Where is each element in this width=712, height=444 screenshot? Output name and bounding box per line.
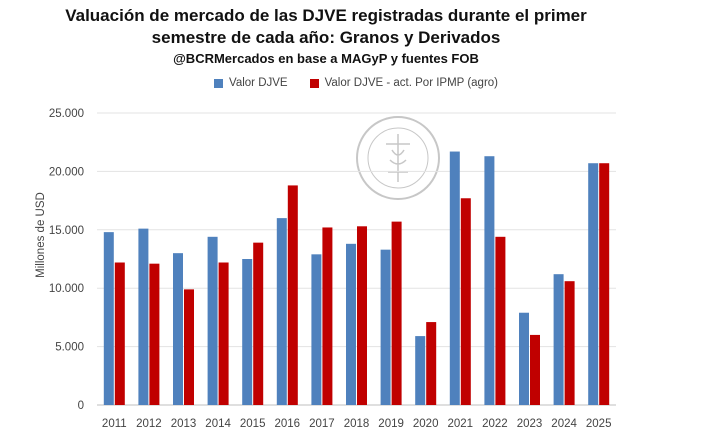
bar-valor-djve-2016 <box>276 218 287 405</box>
bar-valor-djve-act-2017 <box>322 227 333 405</box>
bar-valor-djve-act-2023 <box>530 334 540 405</box>
legend-label: Valor DJVE - act. Por IPMP (agro) <box>324 77 498 89</box>
bar-valor-djve-act-2012 <box>149 263 160 405</box>
bar-valor-djve-2021 <box>449 151 460 405</box>
x-tick-label: 2016 <box>275 418 301 430</box>
bar-valor-djve-2022 <box>484 156 495 405</box>
bar-valor-djve-act-2020 <box>426 322 437 405</box>
legend-item-valor-djve: Valor DJVE <box>214 77 288 89</box>
x-tick-label: 2024 <box>551 418 577 430</box>
x-tick-label: 2011 <box>102 418 127 430</box>
legend-swatch-blue <box>214 78 223 88</box>
y-tick-label: 20.000 <box>49 166 84 178</box>
bar-valor-djve-2023 <box>519 312 529 405</box>
chart-subtitle: @BCRMercados en base a MAGyP y fuentes F… <box>173 51 479 66</box>
x-tick-label: 2013 <box>171 418 197 430</box>
x-axis: 2011 2012 2013 2014 2015 2016 2017 2018 2019 2020… <box>102 418 612 430</box>
bar-valor-djve-2015 <box>242 259 253 405</box>
bar-valor-djve-act-2025 <box>599 163 610 405</box>
bar-valor-djve-act-2013 <box>184 289 194 405</box>
bar-valor-djve-2011 <box>103 232 114 405</box>
y-tick-label: 25.000 <box>49 108 84 120</box>
bar-valor-djve-2025 <box>588 163 599 405</box>
x-tick-label: 2025 <box>586 418 612 430</box>
x-tick-label: 2014 <box>205 418 231 430</box>
bar-valor-djve-2018 <box>346 243 356 405</box>
x-tick-label: 2015 <box>240 418 266 430</box>
bar-valor-djve-act-2022 <box>495 236 506 405</box>
bar-valor-djve-2014 <box>207 236 218 405</box>
y-tick-label: 10.000 <box>49 283 84 295</box>
chart-title-line2: semestre de cada año: Granos y Derivados <box>151 28 501 47</box>
x-tick-label: 2018 <box>344 418 370 430</box>
x-tick-label: 2012 <box>136 418 162 430</box>
bar-valor-djve-act-2011 <box>114 262 125 405</box>
x-tick-label: 2020 <box>413 418 439 430</box>
legend: Valor DJVE Valor DJVE - act. Por IPMP (a… <box>0 77 712 89</box>
gridlines <box>97 112 616 406</box>
bar-valor-djve-act-2018 <box>357 226 367 405</box>
bar-valor-djve-act-2021 <box>460 198 471 405</box>
x-tick-label: 2017 <box>309 418 335 430</box>
bolsa-de-comercio-seal <box>356 116 440 200</box>
legend-label: Valor DJVE <box>229 77 288 89</box>
y-tick-label: 0 <box>78 400 84 412</box>
legend-swatch-red <box>309 78 319 88</box>
bar-valor-djve-2024 <box>553 274 564 405</box>
bar-valor-djve-2019 <box>380 249 391 405</box>
y-tick-label: 5.000 <box>55 342 84 354</box>
bar-valor-djve-2020 <box>415 336 426 405</box>
bar-valor-djve-2012 <box>138 228 149 405</box>
y-tick-label: 15.000 <box>49 225 84 237</box>
bar-valor-djve-act-2019 <box>391 221 402 405</box>
x-tick-label: 2022 <box>482 418 508 430</box>
x-tick-label: 2023 <box>517 418 543 430</box>
x-tick-label: 2019 <box>378 418 404 430</box>
bar-valor-djve-act-2024 <box>564 281 575 405</box>
y-axis: 0 5.000 10.000 15.000 20.000 25.000 <box>49 108 84 412</box>
bar-valor-djve-act-2014 <box>218 262 229 405</box>
bar-valor-djve-2017 <box>311 254 322 405</box>
bar-valor-djve-act-2016 <box>287 185 298 405</box>
bar-valor-djve-2013 <box>173 253 183 405</box>
x-tick-label: 2021 <box>448 418 474 430</box>
chart-title: Valuación de mercado de las DJVE registr… <box>65 6 587 25</box>
legend-item-valor-djve-act: Valor DJVE - act. Por IPMP (agro) <box>309 77 498 89</box>
y-axis-label: Millones de USD <box>35 192 47 278</box>
bar-valor-djve-act-2015 <box>253 242 264 405</box>
bars <box>103 151 610 405</box>
